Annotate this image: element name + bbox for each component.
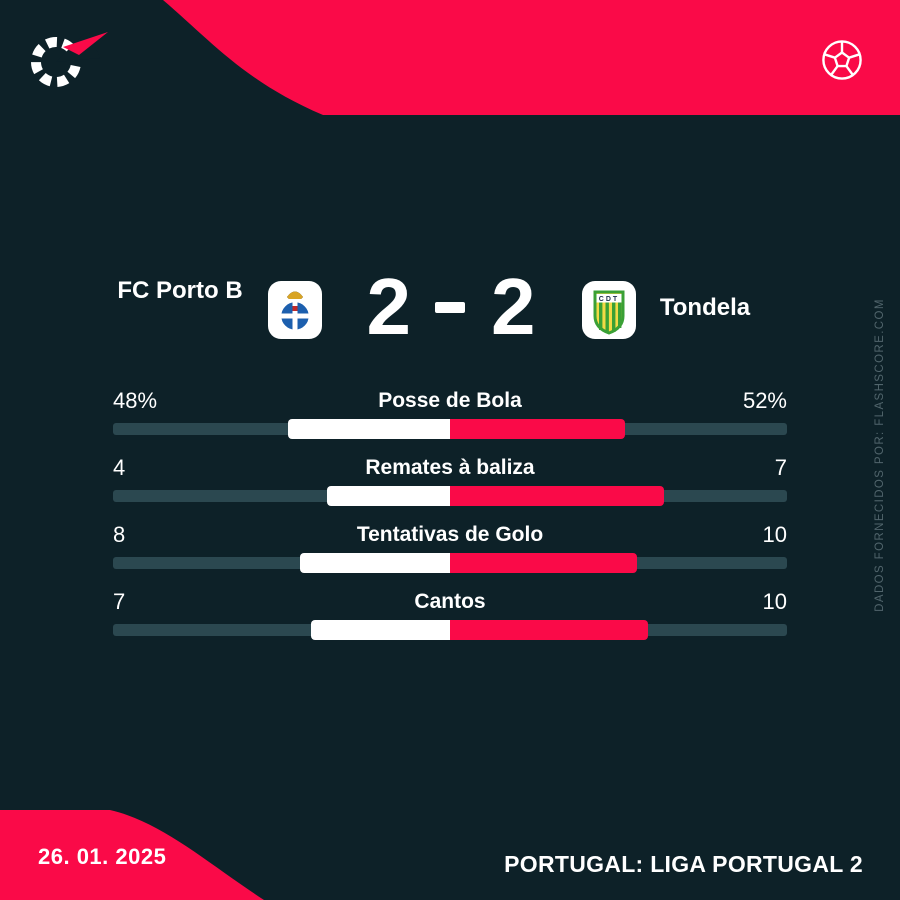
stat-bar-home-segment — [288, 419, 450, 439]
stat-bar — [113, 553, 787, 573]
stat-line: 4 Remates à baliza 7 — [113, 454, 787, 482]
header-band — [163, 0, 900, 115]
competition-name: PORTUGAL: LIGA PORTUGAL 2 — [504, 851, 863, 877]
match-date: 26. 01. 2025 — [38, 844, 167, 869]
stat-away-value: 52% — [742, 388, 787, 413]
stat-bar — [113, 486, 787, 506]
stat-home-value: 8 — [113, 522, 126, 547]
stat-row: 8 Tentativas de Golo 10 — [113, 521, 787, 573]
away-badge-text: CDT — [599, 296, 619, 303]
stat-away-value: 7 — [774, 455, 787, 480]
stat-bar-away-segment — [450, 486, 665, 506]
stat-row: 48% Posse de Bola 52% — [113, 387, 787, 439]
fc-porto-crest-icon — [279, 291, 311, 332]
stat-bar-home-segment — [300, 553, 450, 573]
stat-home-value: 48% — [113, 388, 158, 413]
home-score: 2 — [366, 262, 411, 351]
stat-line: 48% Posse de Bola 52% — [113, 387, 787, 415]
stat-bar-away-segment — [450, 553, 638, 573]
stat-line: 7 Cantos 10 — [113, 588, 787, 616]
tondela-crest-icon: CDT — [593, 290, 625, 335]
stat-bar — [113, 419, 787, 439]
stat-away-value: 10 — [762, 522, 787, 547]
stat-label: Remates à baliza — [365, 456, 535, 479]
away-score: 2 — [491, 262, 535, 351]
stat-label: Posse de Bola — [378, 389, 522, 412]
stat-home-value: 4 — [113, 455, 126, 480]
stat-line: 8 Tentativas de Golo 10 — [113, 521, 787, 549]
score: 2 2 — [340, 262, 560, 352]
stat-label: Tentativas de Golo — [356, 523, 544, 546]
flashscore-logo-icon — [31, 30, 108, 87]
home-team-name: FC Porto B — [117, 277, 243, 304]
stat-row: 7 Cantos 10 — [113, 588, 787, 640]
score-separator — [435, 301, 465, 313]
stat-bar-away-segment — [450, 419, 626, 439]
stat-home-value: 7 — [113, 589, 126, 614]
stat-bar-home-segment — [327, 486, 450, 506]
soccer-ball-icon — [822, 40, 862, 80]
stat-away-value: 10 — [762, 589, 787, 614]
stats-list: 48% Posse de Bola 52% 4 Remates à baliza… — [113, 387, 787, 655]
stat-bar — [113, 620, 787, 640]
stat-label: Cantos — [414, 590, 486, 613]
home-team-badge — [268, 281, 322, 339]
away-team-name: Tondela — [659, 294, 751, 321]
away-team-badge: CDT — [582, 281, 636, 339]
stat-row: 4 Remates à baliza 7 — [113, 454, 787, 506]
stat-bar-away-segment — [450, 620, 649, 640]
data-attribution: DADOS FORNECIDOS POR: FLASHSCORE.COM — [874, 298, 886, 612]
footer-band — [0, 810, 264, 900]
stat-bar-home-segment — [311, 620, 450, 640]
